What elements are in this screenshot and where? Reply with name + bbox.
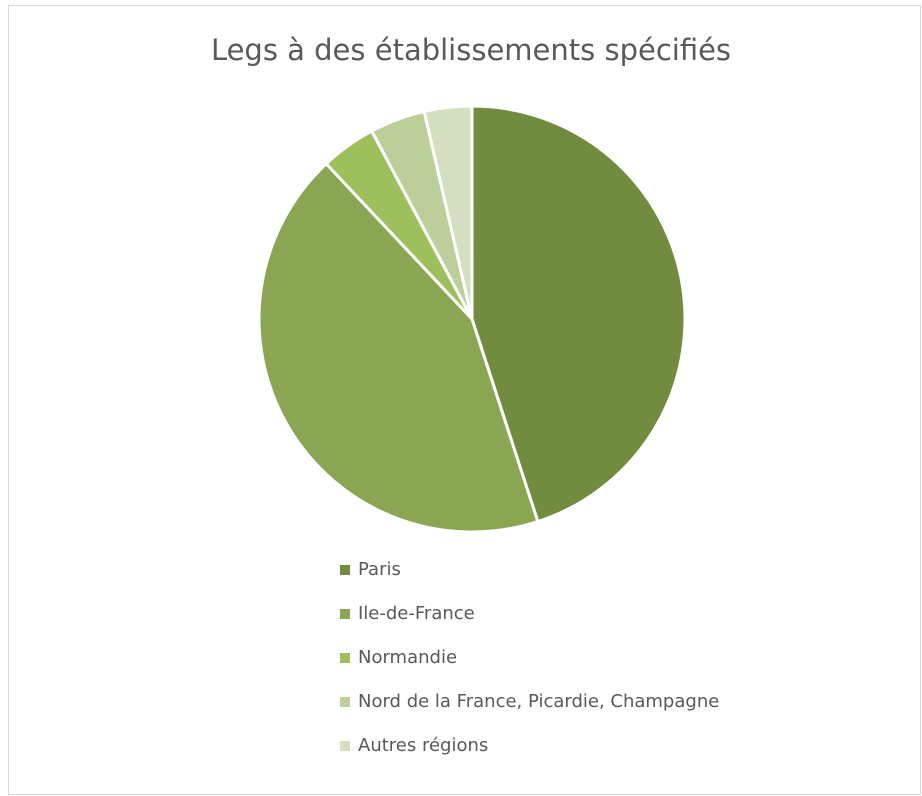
chart-title: Legs à des établissements spécifiés [211, 33, 731, 67]
pie-slice [257, 161, 540, 534]
pie-slice [470, 104, 687, 524]
legend-swatch [340, 653, 350, 663]
legend-swatch [340, 697, 350, 707]
legend-label: Ile-de-France [358, 603, 475, 624]
pie-slice [422, 104, 474, 320]
legend-swatch [340, 609, 350, 619]
legend-label: Normandie [358, 647, 457, 668]
legend-label: Autres régions [358, 735, 488, 756]
legend-label: Nord de la France, Picardie, Champagne [358, 691, 719, 712]
legend-swatch [340, 741, 350, 751]
legend-label: Paris [358, 559, 401, 580]
legend-swatch [340, 565, 350, 575]
